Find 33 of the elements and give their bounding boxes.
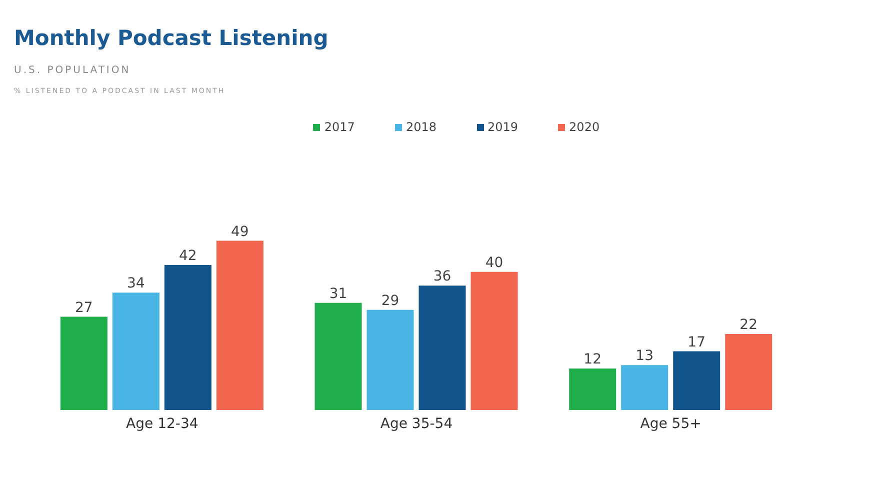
data-label: 49 — [231, 224, 249, 240]
bar — [60, 316, 108, 410]
legend-label: 2018 — [406, 120, 436, 134]
bar — [216, 240, 264, 410]
bar — [569, 368, 616, 410]
data-label: 12 — [584, 352, 602, 368]
data-label: 42 — [179, 248, 197, 264]
bar — [418, 286, 466, 410]
bar — [621, 365, 668, 410]
data-label: 36 — [433, 268, 452, 285]
data-label: 27 — [75, 300, 93, 316]
data-label: 29 — [381, 292, 400, 309]
bar — [314, 302, 362, 410]
bar — [725, 334, 772, 410]
data-label: 40 — [485, 254, 504, 271]
data-label: 13 — [636, 348, 654, 364]
legend-label: 2019 — [488, 120, 518, 134]
data-label: 31 — [329, 286, 348, 302]
x-tick-label: Age 35-54 — [380, 416, 453, 432]
x-tick-label: Age 55+ — [640, 416, 702, 432]
chart-subtitle: U.S. POPULATION — [14, 65, 131, 76]
bar — [366, 310, 414, 410]
legend-label: 2020 — [569, 120, 600, 134]
data-label: 34 — [127, 276, 145, 292]
bar — [470, 272, 518, 410]
legend-label: 2017 — [324, 120, 355, 134]
bar — [673, 351, 720, 410]
bar — [164, 264, 212, 410]
x-tick-label: Age 12-34 — [126, 416, 198, 432]
data-label: 17 — [688, 334, 706, 350]
data-label: 22 — [740, 317, 758, 334]
chart-title: Monthly Podcast Listening — [14, 26, 328, 50]
bar — [112, 292, 160, 410]
